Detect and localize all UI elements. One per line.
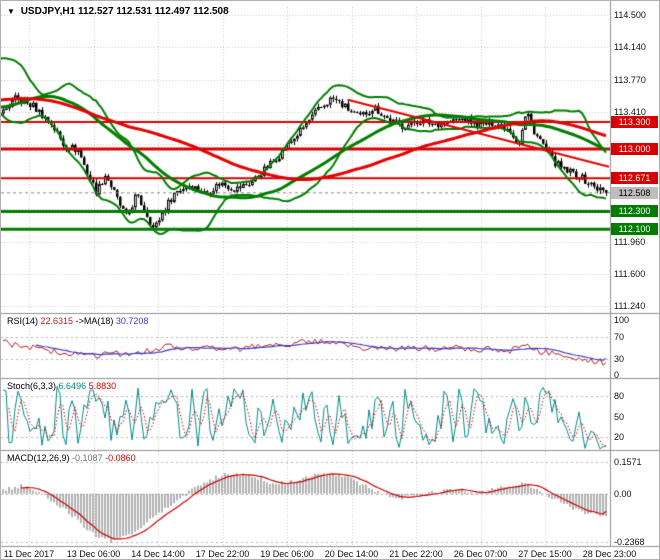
trading-chart-window: ▼ USDJPY,H1 112.527 112.531 112.497 112.… — [0, 0, 660, 560]
price-chart-canvas[interactable] — [1, 1, 659, 559]
